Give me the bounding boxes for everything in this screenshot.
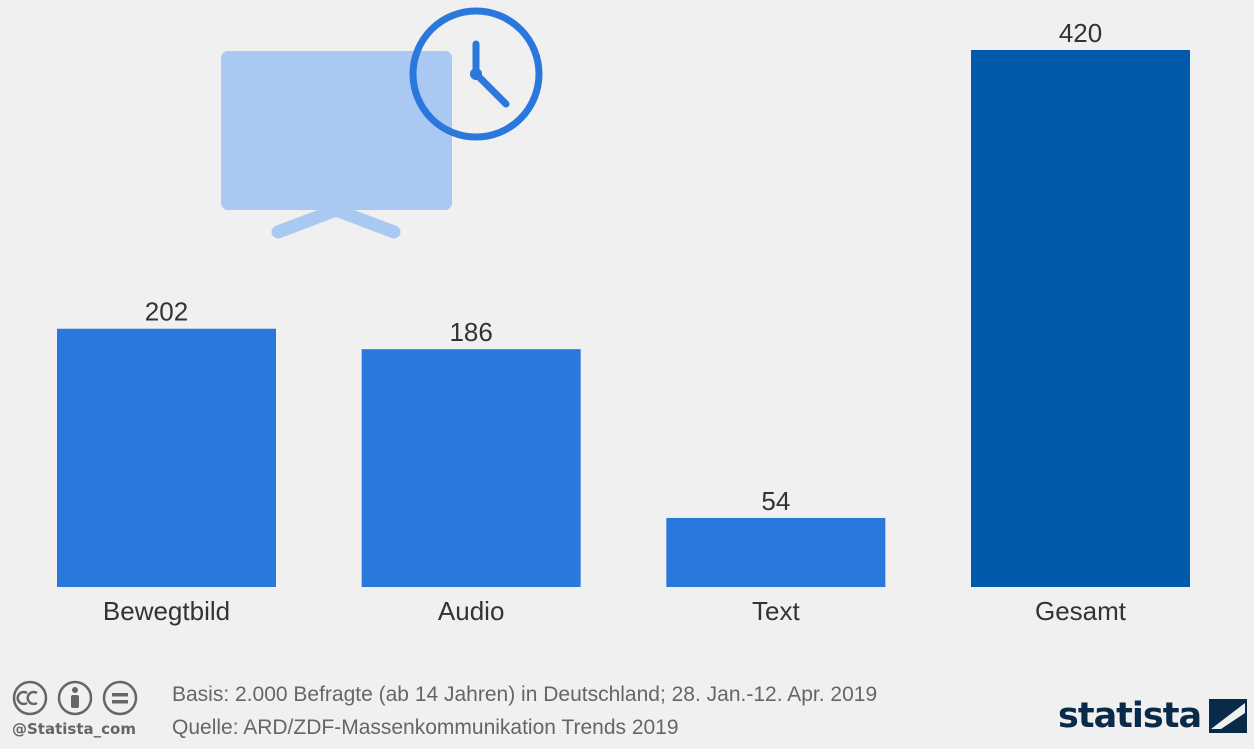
bar-audio bbox=[361, 349, 581, 587]
source-note: Quelle: ARD/ZDF-Massenkommunikation Tren… bbox=[172, 716, 679, 739]
tv-clock-icon bbox=[221, 7, 543, 239]
brand-name: statista bbox=[1058, 696, 1202, 736]
tv-screen-icon bbox=[221, 51, 452, 210]
attribution-icon bbox=[57, 680, 93, 716]
bar-text bbox=[666, 517, 886, 587]
source-notes: Basis: 2.000 Befragte (ab 14 Jahren) in … bbox=[172, 678, 877, 744]
cc-icon bbox=[12, 680, 48, 716]
category-label-bewegtbild: Bewegtbild bbox=[103, 596, 230, 626]
bar-bewegtbild bbox=[57, 328, 276, 587]
license-icons bbox=[12, 680, 138, 716]
category-label-gesamt: Gesamt bbox=[1035, 596, 1127, 626]
bar-chart: 202 Bewegtbild 186 Audio 54 Text 420 Gesamt bbox=[57, 7, 1191, 626]
bar-gesamt bbox=[971, 50, 1191, 587]
value-label-gesamt: 420 bbox=[1059, 18, 1102, 48]
tv-stand-icon bbox=[271, 203, 401, 239]
clock-icon bbox=[409, 7, 543, 141]
basis-note: Basis: 2.000 Befragte (ab 14 Jahren) in … bbox=[172, 683, 878, 706]
value-label-bewegtbild: 202 bbox=[145, 297, 188, 327]
category-label-audio: Audio bbox=[438, 596, 505, 626]
social-handle: @Statista_com bbox=[12, 720, 136, 738]
brand-logo[interactable]: statista bbox=[1058, 696, 1248, 736]
category-label-text: Text bbox=[752, 596, 800, 626]
footer: @Statista_com Basis: 2.000 Befragte (ab … bbox=[0, 668, 1254, 749]
value-label-audio: 186 bbox=[449, 317, 492, 347]
value-label-text: 54 bbox=[761, 486, 790, 516]
statista-logo-icon bbox=[1209, 699, 1248, 733]
no-derivatives-icon bbox=[102, 680, 138, 716]
